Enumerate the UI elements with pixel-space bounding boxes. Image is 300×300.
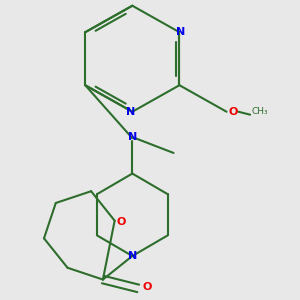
Text: N: N [126, 107, 136, 117]
Text: O: O [116, 217, 125, 227]
Text: CH₃: CH₃ [252, 107, 268, 116]
Text: N: N [128, 132, 137, 142]
Text: O: O [228, 107, 237, 117]
Text: O: O [142, 282, 152, 292]
Text: N: N [128, 251, 137, 261]
Text: N: N [176, 27, 185, 37]
